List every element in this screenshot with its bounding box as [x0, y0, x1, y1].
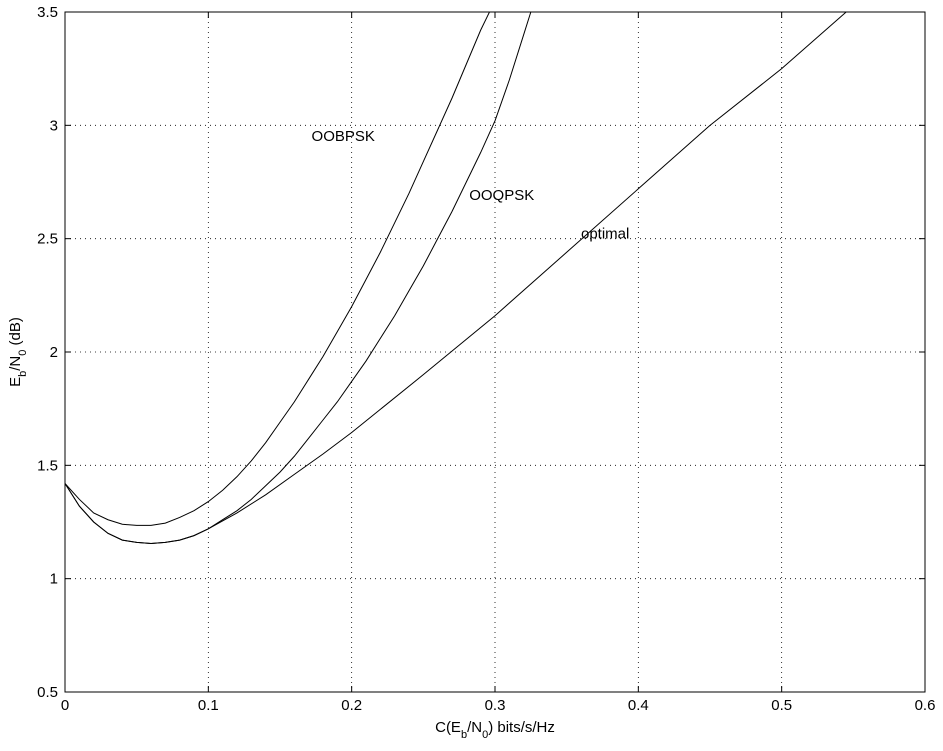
y-tick-label: 1.5 — [37, 457, 58, 474]
xlabel-part-3: ) bits/s/Hz — [488, 719, 555, 736]
y-tick-label: 1 — [50, 571, 58, 588]
annotation-ooqpsk: OOQPSK — [469, 187, 534, 204]
series-line-oobpsk — [65, 12, 491, 526]
annotation-optimal: optimal — [581, 226, 629, 243]
y-tick-label: 0.5 — [37, 684, 58, 701]
xlabel-part-1: C(E — [435, 719, 461, 736]
x-tick-label: 0.6 — [915, 697, 936, 714]
x-tick-label: 0.3 — [485, 697, 506, 714]
x-tick-label: 0.2 — [341, 697, 362, 714]
grid — [65, 12, 925, 692]
x-tick-label: 0.1 — [198, 697, 219, 714]
xlabel-sub-b: b — [461, 729, 467, 741]
y-tick-label: 2.5 — [37, 231, 58, 248]
ylabel-part-1: E — [7, 377, 24, 387]
x-tick-label: 0 — [61, 697, 69, 714]
y-tick-label: 3.5 — [37, 4, 58, 21]
x-tick-label: 0.4 — [628, 697, 649, 714]
x-tick-label: 0.5 — [771, 697, 792, 714]
series-line-optimal — [65, 12, 847, 545]
x-axis-label: C(Eb/N0) bits/s/Hz — [435, 719, 555, 741]
xlabel-part-2: /N — [467, 719, 482, 736]
annotation-oobpsk: OOBPSK — [312, 128, 375, 145]
ylabel-part-3: (dB) — [7, 317, 24, 350]
series-lines — [65, 12, 847, 545]
xlabel-sub-0: 0 — [482, 729, 488, 741]
y-tick-label: 3 — [50, 117, 58, 134]
ylabel-sub-b: b — [17, 371, 29, 377]
annotations: OOBPSK OOQPSK optimal — [312, 128, 630, 242]
ylabel-part-2: /N — [7, 356, 24, 371]
y-tick-label: 2 — [50, 344, 58, 361]
series-line-ooqpsk — [65, 12, 532, 545]
ylabel-sub-0: 0 — [17, 350, 29, 356]
y-axis-label: Eb/N0 (dB) — [7, 317, 29, 387]
axis-ticks: 0 0.1 0.2 0.3 0.4 0.5 0.6 0.5 1 1.5 2 2.5 3 3.5 — [37, 4, 935, 714]
